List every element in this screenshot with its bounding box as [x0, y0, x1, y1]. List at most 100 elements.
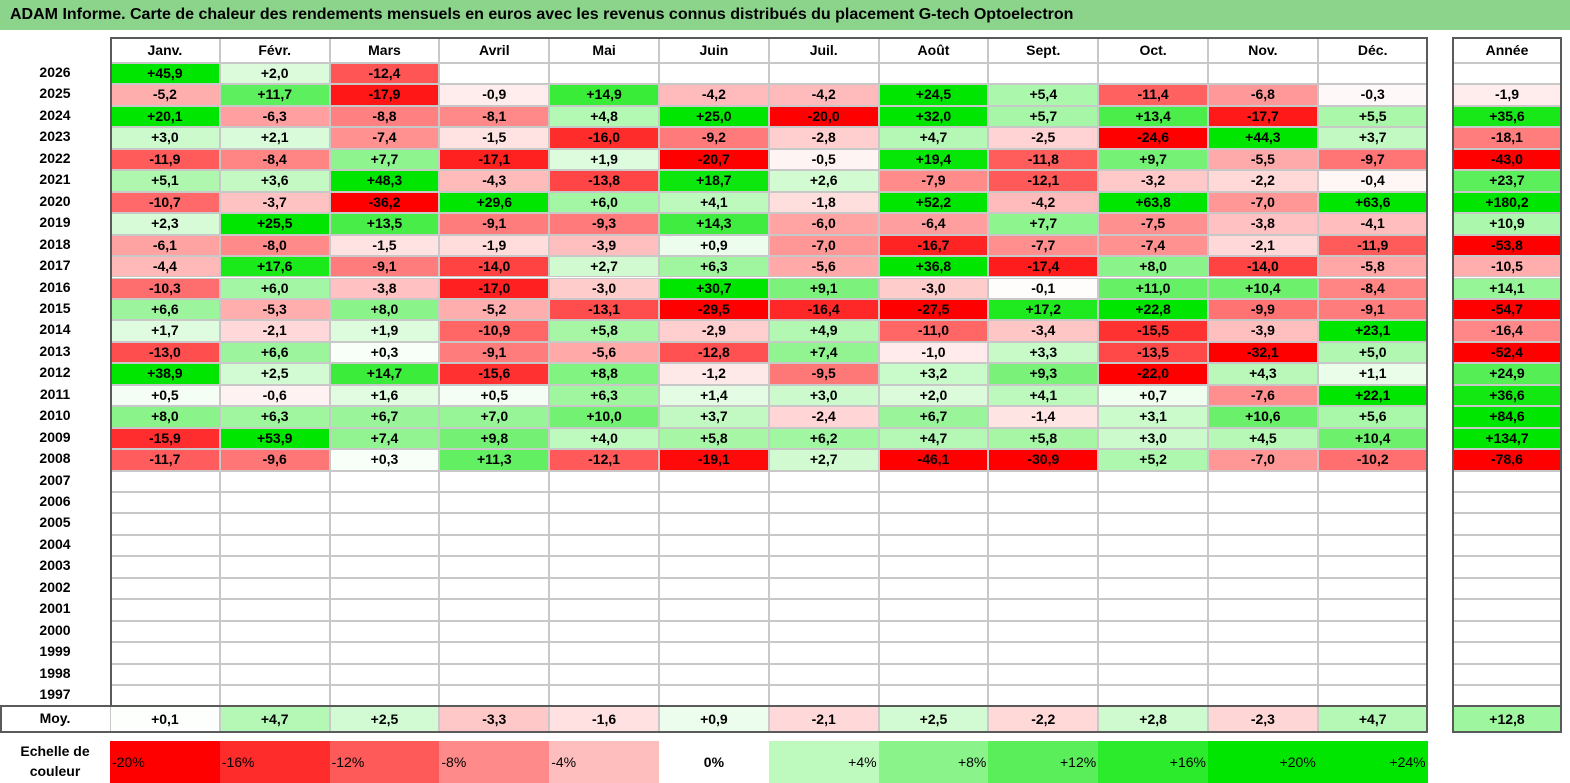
heatmap-cell: +2,3 — [110, 213, 220, 235]
heatmap-cell: +0,3 — [329, 449, 440, 471]
heatmap-cell — [988, 470, 1099, 492]
heatmap-cell — [219, 642, 330, 664]
heatmap-cell: +1,4 — [659, 384, 769, 407]
heatmap-cell: -9,5 — [768, 363, 879, 385]
heatmap-cell — [878, 642, 989, 664]
heatmap-cell: +8,0 — [329, 298, 440, 321]
heatmap-cell: -7,6 — [1208, 384, 1318, 407]
color-scale-stop: -8% — [439, 741, 550, 783]
heatmap-cell — [768, 642, 879, 664]
heatmap-cell: +3,0 — [110, 127, 220, 149]
heatmap-cell: -15,9 — [110, 427, 220, 450]
annual-cell — [1452, 577, 1562, 600]
year-label: 2022 — [39, 149, 71, 166]
heatmap-cell — [1317, 492, 1428, 514]
heatmap-cell — [439, 63, 550, 85]
heatmap-cell: -12,1 — [549, 449, 659, 471]
average-cell: -2,1 — [768, 705, 879, 733]
heatmap-cell: +8,0 — [110, 406, 220, 428]
heatmap-cell: +24,5 — [878, 84, 989, 106]
annual-cell: -78,6 — [1452, 449, 1562, 471]
heatmap-cell: -10,7 — [110, 191, 220, 214]
heatmap-cell: -13,5 — [1098, 341, 1208, 364]
heatmap-cell: +5,6 — [1317, 406, 1428, 428]
heatmap-cell — [1098, 556, 1208, 578]
heatmap-cell — [1317, 63, 1428, 85]
chart-title: ADAM Informe. Carte de chaleur des rende… — [0, 0, 1570, 30]
heatmap-cell: -9,6 — [219, 449, 330, 471]
year-label: 2015 — [39, 299, 71, 316]
heatmap-cell — [1098, 577, 1208, 600]
heatmap-cell: +4,3 — [1208, 363, 1318, 385]
heatmap-cell — [878, 470, 989, 492]
heatmap-cell: -16,7 — [878, 234, 989, 257]
heatmap-cell: -24,6 — [1098, 127, 1208, 149]
month-header: Juil. — [768, 37, 879, 63]
heatmap-cell — [988, 577, 1099, 600]
heatmap-cell: -5,6 — [768, 256, 879, 278]
average-cell: +2,8 — [1098, 705, 1208, 733]
heatmap-cell — [878, 620, 989, 643]
heatmap-cell — [988, 663, 1099, 686]
heatmap-cell — [1098, 599, 1208, 621]
heatmap-cell: -36,2 — [329, 191, 440, 214]
heatmap-cell: +6,0 — [219, 277, 330, 299]
heatmap-cell: -5,2 — [110, 84, 220, 106]
annual-cell: -10,5 — [1452, 256, 1562, 278]
heatmap-cell — [329, 685, 440, 707]
heatmap-cell: +2,0 — [219, 63, 330, 85]
heatmap-cell — [439, 685, 550, 707]
heatmap-cell: +8,0 — [1098, 256, 1208, 278]
heatmap-cell: +48,3 — [329, 170, 440, 192]
annual-cell: -16,4 — [1452, 320, 1562, 342]
heatmap-cell: -10,9 — [439, 320, 550, 342]
heatmap-cell — [549, 556, 659, 578]
month-header: Mars — [329, 37, 440, 63]
heatmap-cell: -6,8 — [1208, 84, 1318, 106]
heatmap-cell: -14,0 — [439, 256, 550, 278]
heatmap-cell: -0,1 — [988, 277, 1099, 299]
heatmap-cell — [439, 492, 550, 514]
heatmap-cell: -14,0 — [1208, 256, 1318, 278]
heatmap-cell: +0,5 — [439, 384, 550, 407]
color-scale-stop: -20% — [110, 741, 220, 783]
heatmap-cell: -7,5 — [1098, 213, 1208, 235]
heatmap-cell — [439, 663, 550, 686]
heatmap-cell — [1098, 642, 1208, 664]
heatmap-cell — [1098, 470, 1208, 492]
heatmap-cell: -2,5 — [988, 127, 1099, 149]
heatmap-cell: -19,1 — [659, 449, 769, 471]
heatmap-cell — [110, 492, 220, 514]
heatmap-cell: +11,7 — [219, 84, 330, 106]
heatmap-cell: -3,9 — [549, 234, 659, 257]
heatmap-cell: +29,6 — [439, 191, 550, 214]
color-scale-stop: -16% — [219, 741, 330, 783]
heatmap-cell: +0,9 — [659, 234, 769, 257]
heatmap-cell: -9,9 — [1208, 298, 1318, 321]
heatmap-cell: +7,0 — [439, 406, 550, 428]
heatmap-cell: +36,8 — [878, 256, 989, 278]
average-cell: +2,5 — [878, 705, 989, 733]
heatmap-cell — [659, 556, 769, 578]
heatmap-cell — [988, 642, 1099, 664]
heatmap-cell: -13,8 — [549, 170, 659, 192]
annual-cell: -54,7 — [1452, 298, 1562, 321]
year-label: 2019 — [39, 214, 71, 231]
heatmap-cell: +6,0 — [549, 191, 659, 214]
heatmap-cell: -5,6 — [549, 341, 659, 364]
heatmap-cell — [110, 556, 220, 578]
heatmap-cell — [219, 534, 330, 557]
month-header: Août — [878, 37, 989, 63]
heatmap-cell: -32,1 — [1208, 341, 1318, 364]
heatmap-cell — [1208, 663, 1318, 686]
heatmap-cell — [768, 63, 879, 85]
heatmap-cell: -6,0 — [768, 213, 879, 235]
heatmap-cell: +4,7 — [878, 427, 989, 450]
annual-cell — [1452, 663, 1562, 686]
heatmap-cell — [878, 599, 989, 621]
heatmap-cell: +22,8 — [1098, 298, 1208, 321]
heatmap-cell: -16,4 — [768, 298, 879, 321]
heatmap-cell — [110, 620, 220, 643]
heatmap-cell — [768, 685, 879, 707]
heatmap-cell — [1098, 620, 1208, 643]
